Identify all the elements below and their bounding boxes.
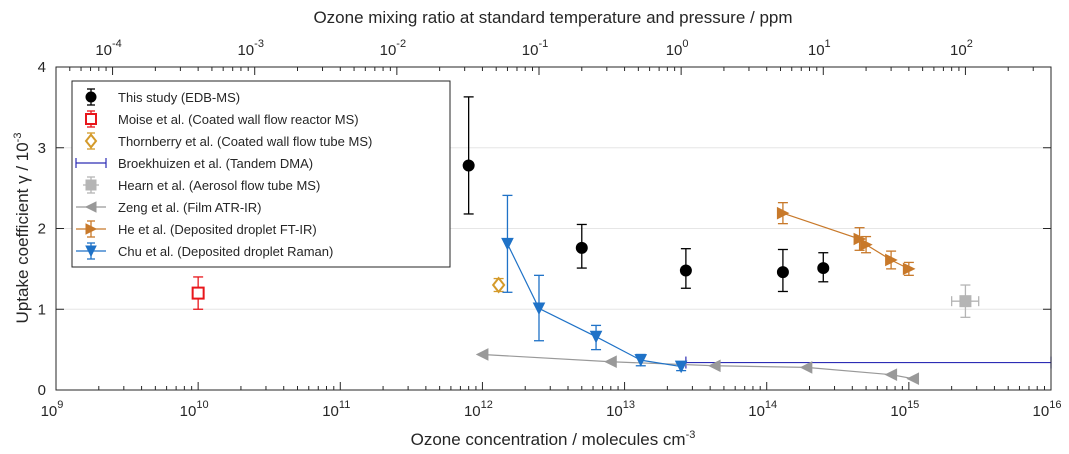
series-5 [475,348,920,386]
legend-label-7: Chu et al. (Deposited droplet Raman) [118,244,333,259]
legend-label-3: Broekhuizen et al. (Tandem DMA) [118,156,313,171]
legend-marker-0 [85,91,97,103]
x-axis-label-exponent: -3 [686,429,696,441]
series-0-point-4 [817,262,830,275]
legend-label-2: Thornberry et al. (Coated wall flow tube… [118,134,372,149]
series-7-point-4 [674,360,688,374]
series-2 [491,276,506,294]
series-0-errorbar-0 [463,96,474,215]
legend-entry-0: This study (EDB-MS) [85,88,240,106]
legend-box [71,80,451,268]
legend-label-5: Zeng et al. (Film ATR-IR) [118,200,262,215]
series-6-point-3 [885,253,898,267]
y-axis-label-exponent: -3 [12,133,24,143]
legend-entry-6: He et al. (Deposited droplet FT-IR) [76,220,317,238]
x2-tick-label-5: 101 [808,38,831,59]
x-tick-label-2: 1011 [322,399,350,420]
series-6 [776,202,916,276]
series-5-point-4 [884,368,898,381]
y-tick-label-3: 3 [38,140,46,157]
series-5-point-5 [906,372,920,386]
series-6-point-4 [902,262,916,276]
series-4-point-0 [959,295,972,308]
series-4 [950,284,980,318]
x2-tick-label-6: 102 [950,38,973,59]
x2-tick-label-4: 100 [666,38,689,59]
legend-marker-7 [85,245,97,258]
legend-label-0: This study (EDB-MS) [118,90,240,105]
legend-entry-7: Chu et al. (Deposited droplet Raman) [76,242,333,260]
series-0 [462,96,830,293]
series-2-point-0 [491,276,506,294]
x-tick-label-3: 1012 [464,399,493,420]
x-tick-label-4: 1013 [606,399,635,420]
series-0-point-1 [575,241,588,254]
series-6-point-2 [860,238,873,251]
y-tick-label-1: 1 [38,301,46,318]
series-0-point-0 [462,159,475,172]
legend-label-4: Hearn et al. (Aerosol flow tube MS) [118,178,320,193]
series-7-point-1 [532,302,546,316]
y-tick-label-4: 4 [38,59,46,76]
legend-label-1: Moise et al. (Coated wall flow reactor M… [118,112,359,127]
series-5-point-3 [799,361,813,374]
x-tick-label-0: 109 [41,399,64,420]
x2-tick-label-2: 10-2 [380,38,406,59]
legend-entry-5: Zeng et al. (Film ATR-IR) [76,200,262,215]
legend-marker-2 [84,133,98,149]
series-0-point-3 [776,266,789,279]
y-tick-label-2: 2 [38,221,46,238]
y-tick-label-0: 0 [38,382,46,399]
x2-tick-label-1: 10-3 [237,38,263,59]
series-0-point-2 [679,264,692,277]
series-5-point-1 [604,355,617,369]
series-7 [501,194,688,374]
x2-tick-label-3: 10-1 [522,38,548,59]
legend-marker-4 [85,179,97,191]
x2-tick-label-0: 10-4 [95,38,121,59]
legend: This study (EDB-MS) Moise et al. (Coated … [71,80,451,268]
legend-label-6: He et al. (Deposited droplet FT-IR) [118,222,317,237]
series-5-point-2 [707,359,721,373]
series-7-point-2 [589,330,603,344]
series-6-point-0 [776,206,790,220]
x-tick-label-1: 1010 [180,399,209,420]
series-6-point-1 [853,232,867,246]
x-tick-label-6: 1015 [890,399,919,420]
series-7-point-3 [634,354,648,367]
x-axis-label: Ozone concentration / molecules cm-3 [411,429,696,449]
series-1-point-0 [191,286,205,300]
legend-entry-3: Broekhuizen et al. (Tandem DMA) [75,156,313,171]
series-5-point-0 [475,348,489,361]
x-tick-label-7: 1016 [1033,399,1062,420]
legend-entry-1: Moise et al. (Coated wall flow reactor M… [85,110,359,128]
legend-entry-4: Hearn et al. (Aerosol flow tube MS) [83,176,320,194]
legend-marker-6 [85,223,98,235]
legend-marker-1 [85,113,97,125]
x-axis-ticks: 109 1010 1011 1012 1013 1014 1015 1016 [41,382,1062,420]
legend-marker-5 [84,201,97,213]
x2-axis-label: Ozone mixing ratio at standard temperatu… [313,8,792,27]
series-1 [191,276,205,310]
legend-entry-2: Thornberry et al. (Coated wall flow tube… [84,132,372,150]
x-tick-label-5: 1014 [748,399,777,420]
series-layer [191,96,1052,386]
series-7-point-0 [501,237,514,251]
x2-axis-ticks: 10-4 10-3 10-2 10-1 100 101 102 [69,38,1034,75]
y-axis-label: Uptake coefficient γ / 10-3 [12,133,32,324]
y-axis-ticks: 0 1 2 3 4 [38,59,1051,399]
